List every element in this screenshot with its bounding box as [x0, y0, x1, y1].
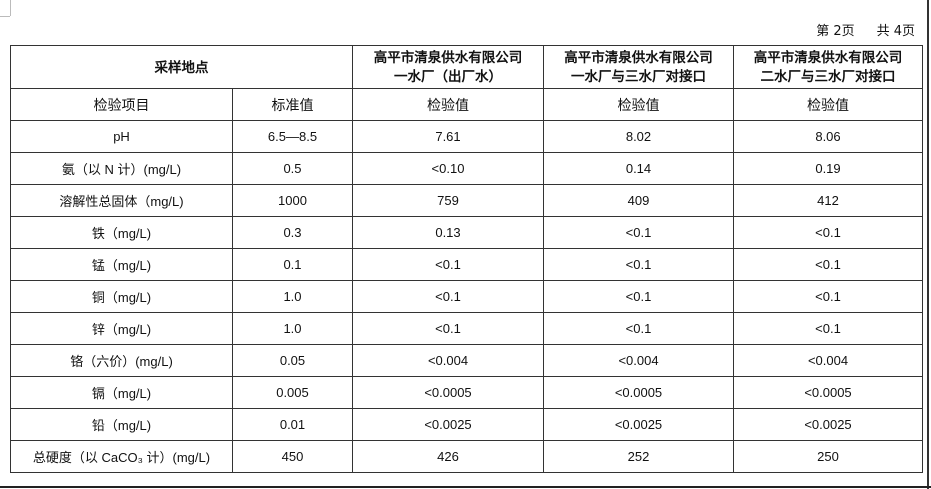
result-cell: <0.0005 [543, 376, 734, 409]
table-row: 锌（mg/L) 1.0 <0.1 <0.1 <0.1 [10, 312, 923, 345]
result-cell: <0.004 [352, 344, 544, 377]
result-cell: <0.004 [733, 344, 923, 377]
site-header: 高平市清泉供水有限公司 二水厂与三水厂对接口 [733, 45, 923, 89]
item-cell: 铁（mg/L) [10, 216, 233, 249]
result-cell: <0.1 [543, 312, 734, 345]
result-cell: <0.1 [733, 280, 923, 313]
result-cell: <0.0025 [352, 408, 544, 441]
result-cell: <0.0025 [543, 408, 734, 441]
result-header: 检验值 [352, 88, 544, 121]
standard-cell: 0.005 [232, 376, 353, 409]
result-cell: <0.1 [352, 280, 544, 313]
table-row: 铅（mg/L) 0.01 <0.0025 <0.0025 <0.0025 [10, 408, 923, 441]
item-cell: 锰（mg/L) [10, 248, 233, 281]
item-cell: 铜（mg/L) [10, 280, 233, 313]
item-cell: 溶解性总固体（mg/L) [10, 184, 233, 217]
item-cell: 铅（mg/L) [10, 408, 233, 441]
item-header: 检验项目 [10, 88, 233, 121]
site-name: 高平市清泉供水有限公司 [373, 50, 523, 65]
sampling-location-header: 采样地点 [10, 45, 353, 89]
water-quality-table: 采样地点 高平市清泉供水有限公司 一水厂（出厂水） 高平市清泉供水有限公司 一水厂与… [10, 45, 923, 473]
table-row: 总硬度（以 CaCO₃ 计）(mg/L) 450 426 252 250 [10, 440, 923, 473]
total-pages: 共 4页 [876, 24, 915, 39]
result-cell: <0.10 [352, 152, 544, 185]
table-row: 溶解性总固体（mg/L) 1000 759 409 412 [10, 184, 923, 217]
result-cell: 409 [543, 184, 734, 217]
standard-cell: 450 [232, 440, 353, 473]
standard-cell: 1.0 [232, 312, 353, 345]
table-row: 氨（以 N 计）(mg/L) 0.5 <0.10 0.14 0.19 [10, 152, 923, 185]
result-cell: <0.1 [352, 312, 544, 345]
page-bottom-edge [0, 486, 931, 488]
result-cell: <0.004 [543, 344, 734, 377]
result-cell: 8.06 [733, 120, 923, 153]
item-cell: 镉（mg/L) [10, 376, 233, 409]
item-cell: 总硬度（以 CaCO₃ 计）(mg/L) [10, 440, 233, 473]
site-name: 高平市清泉供水有限公司 [753, 50, 903, 65]
result-cell: <0.1 [543, 216, 734, 249]
standard-cell: 6.5—8.5 [232, 120, 353, 153]
site-header: 高平市清泉供水有限公司 一水厂（出厂水） [352, 45, 544, 89]
result-cell: <0.0005 [733, 376, 923, 409]
item-cell: 锌（mg/L) [10, 312, 233, 345]
standard-cell: 0.1 [232, 248, 353, 281]
result-cell: <0.0025 [733, 408, 923, 441]
result-cell: <0.1 [733, 312, 923, 345]
result-header: 检验值 [733, 88, 923, 121]
table-row: 铁（mg/L) 0.3 0.13 <0.1 <0.1 [10, 216, 923, 249]
result-cell: <0.1 [733, 248, 923, 281]
standard-cell: 0.5 [232, 152, 353, 185]
result-cell: <0.0005 [352, 376, 544, 409]
standard-cell: 1.0 [232, 280, 353, 313]
table-row: 镉（mg/L) 0.005 <0.0005 <0.0005 <0.0005 [10, 376, 923, 409]
page-right-edge [927, 0, 929, 489]
result-cell: 252 [543, 440, 734, 473]
standard-cell: 0.01 [232, 408, 353, 441]
site-name: 高平市清泉供水有限公司 [564, 50, 713, 65]
result-cell: 759 [352, 184, 544, 217]
page-number: 第 2页 共 4页 [794, 20, 915, 39]
result-cell: 412 [733, 184, 923, 217]
result-cell: <0.1 [543, 248, 734, 281]
item-cell: 氨（以 N 计）(mg/L) [10, 152, 233, 185]
page-corner-mark [0, 16, 10, 17]
table-row: 铜（mg/L) 1.0 <0.1 <0.1 <0.1 [10, 280, 923, 313]
header-row: 采样地点 高平市清泉供水有限公司 一水厂（出厂水） 高平市清泉供水有限公司 一水厂与… [10, 45, 923, 89]
standard-header: 标准值 [232, 88, 353, 121]
result-cell: <0.1 [733, 216, 923, 249]
item-cell: pH [10, 120, 233, 153]
result-cell: 250 [733, 440, 923, 473]
result-header: 检验值 [543, 88, 734, 121]
table-row: 锰（mg/L) 0.1 <0.1 <0.1 <0.1 [10, 248, 923, 281]
result-cell: 0.13 [352, 216, 544, 249]
site-detail: 二水厂与三水厂对接口 [760, 69, 896, 84]
table-row: pH 6.5—8.5 7.61 8.02 8.06 [10, 120, 923, 153]
table-row: 铬（六价）(mg/L) 0.05 <0.004 <0.004 <0.004 [10, 344, 923, 377]
page-corner-mark [10, 0, 11, 16]
standard-cell: 1000 [232, 184, 353, 217]
result-cell: <0.1 [543, 280, 734, 313]
result-cell: 0.14 [543, 152, 734, 185]
site-header: 高平市清泉供水有限公司 一水厂与三水厂对接口 [543, 45, 734, 89]
standard-cell: 0.3 [232, 216, 353, 249]
site-detail: 一水厂与三水厂对接口 [571, 69, 706, 84]
subheader-row: 检验项目 标准值 检验值 检验值 检验值 [10, 88, 923, 121]
standard-cell: 0.05 [232, 344, 353, 377]
current-page: 第 2页 [816, 24, 855, 39]
result-cell: 7.61 [352, 120, 544, 153]
result-cell: 0.19 [733, 152, 923, 185]
result-cell: 8.02 [543, 120, 734, 153]
result-cell: <0.1 [352, 248, 544, 281]
item-cell: 铬（六价）(mg/L) [10, 344, 233, 377]
site-detail: 一水厂（出厂水） [394, 69, 502, 84]
result-cell: 426 [352, 440, 544, 473]
